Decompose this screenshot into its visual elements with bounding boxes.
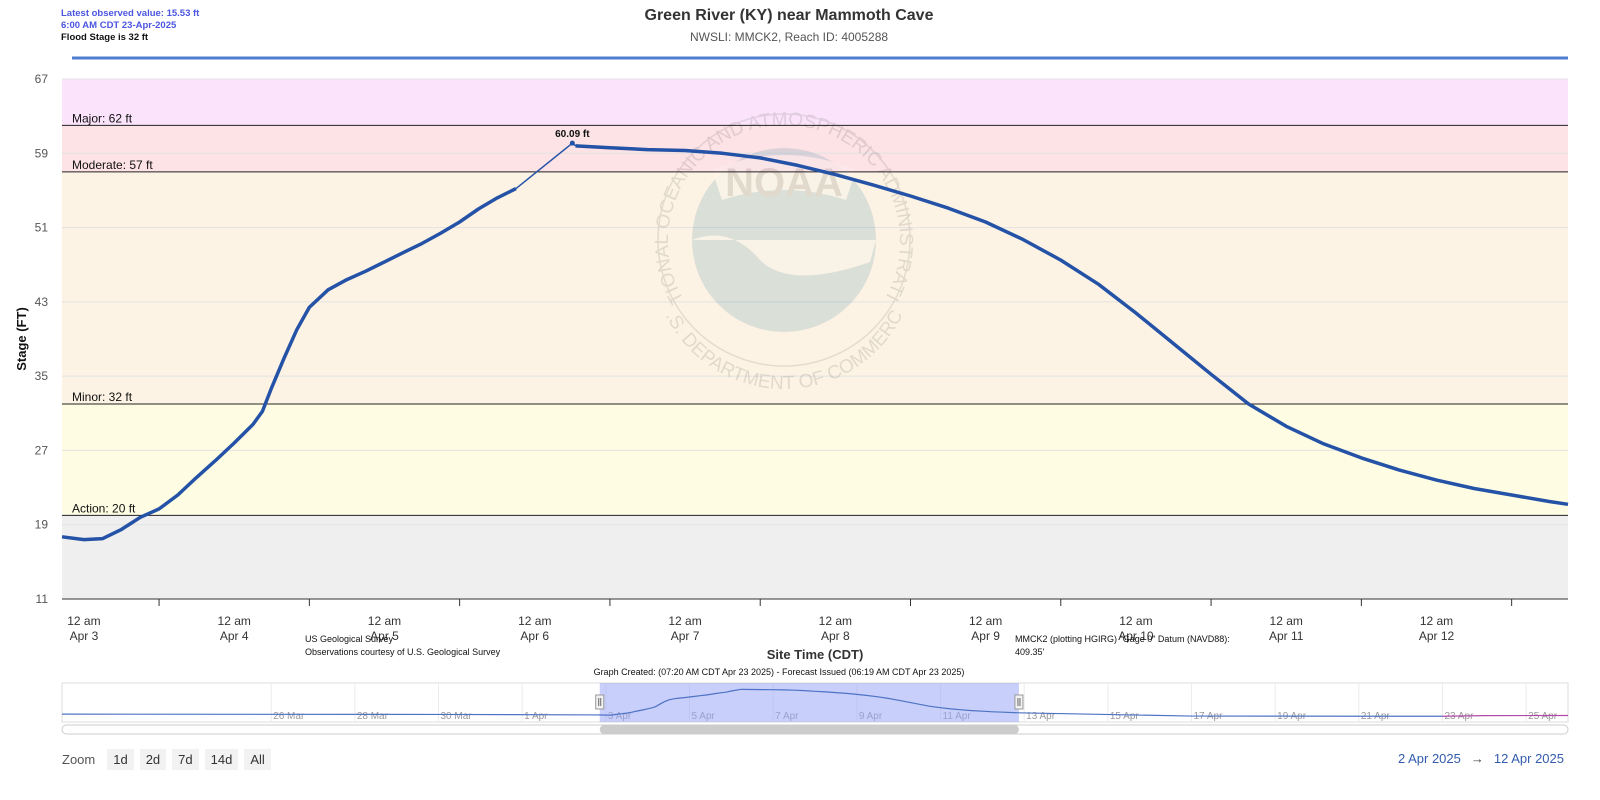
navigator-label: 30 Mar: [441, 711, 473, 722]
x-tick-label-time: 12 am: [368, 614, 401, 628]
x-axis-title: Site Time (CDT): [767, 647, 864, 662]
x-tick-label-date: Apr 7: [671, 629, 700, 643]
navigator-series-line: [61, 688, 1443, 717]
x-tick-label-time: 12 am: [218, 614, 251, 628]
flood-stage-note: Flood Stage is 32 ft: [61, 32, 149, 43]
hydrograph-chart[interactable]: NOAA NATIONAL OCEANIC AND ATMOSPHERIC AD…: [0, 0, 1600, 745]
range-from[interactable]: 2 Apr 2025: [1397, 751, 1461, 766]
x-tick-label-date: Apr 5: [370, 629, 399, 643]
navigator-label: 1 Apr: [524, 711, 548, 722]
x-tick-label-time: 12 am: [819, 614, 852, 628]
y-tick-label: 19: [35, 518, 49, 532]
threshold-label: Moderate: 57 ft: [72, 158, 153, 172]
y-tick-label: 11: [36, 592, 49, 606]
navigator-label: 25 Apr: [1528, 711, 1558, 722]
zoom-1d-button[interactable]: 1d: [107, 749, 134, 770]
flood-band: [62, 79, 1568, 126]
navigator-forecast-line: [1442, 714, 1569, 717]
latest-observed-time: 6:00 AM CDT 23-Apr-2025: [61, 20, 177, 31]
zoom-all-button[interactable]: All: [244, 749, 271, 770]
navigator-selection: [599, 683, 1019, 722]
x-tick-label-date: Apr 8: [821, 629, 850, 643]
y-tick-label: 67: [35, 72, 49, 86]
y-axis: 11 19 27 35 43 51 59 67: [35, 72, 49, 606]
observation-info: Latest observed value: 15.53 ft 6:00 AM …: [61, 8, 199, 44]
navigator-label: 28 Mar: [357, 711, 389, 722]
x-tick-label-date: Apr 10: [1118, 629, 1154, 643]
x-tick-label-date: Apr 11: [1269, 629, 1304, 643]
navigator-label: 13 Apr: [1026, 711, 1056, 722]
chart-title: Green River (KY) near Mammoth Cave: [644, 7, 934, 24]
flood-band: [62, 515, 1568, 599]
flood-bands: [62, 79, 1568, 599]
x-tick-label-date: Apr 9: [971, 629, 1000, 643]
peak-annotation: 60.09 ft: [555, 129, 590, 146]
latest-observed-value: Latest observed value: 15.53 ft: [61, 8, 200, 19]
threshold-label: Major: 62 ft: [72, 111, 133, 125]
x-tick-label-date: Apr 3: [70, 629, 99, 643]
y-tick-label: 59: [35, 146, 49, 160]
threshold-label: Action: 20 ft: [72, 501, 136, 515]
navigator-label: 15 Apr: [1110, 711, 1140, 722]
y-tick-label: 51: [35, 221, 49, 235]
navigator-scrollbar-thumb[interactable]: [599, 725, 1019, 734]
range-to[interactable]: 12 Apr 2025: [1493, 751, 1564, 766]
x-tick-label-time: 12 am: [67, 614, 100, 628]
series-line-forecast: [575, 144, 1569, 507]
flood-band: [62, 171, 1568, 404]
navigator-handle[interactable]: [1014, 694, 1024, 710]
x-tick-label-time: 12 am: [1119, 614, 1152, 628]
peak-label: 60.09 ft: [555, 129, 590, 140]
flood-threshold-lines: Major: 62 ft Moderate: 57 ft Minor: 32 ft A…: [62, 111, 1568, 516]
datum-value: 409.35': [1015, 647, 1045, 657]
x-tick-label-date: Apr 6: [520, 629, 549, 643]
x-tick-label-time: 12 am: [518, 614, 551, 628]
watermark-logo-text: NOAA: [725, 161, 843, 205]
y-tick-label: 35: [35, 369, 49, 383]
peak-marker: [569, 140, 575, 146]
date-range: 2 Apr 2025 → 12 Apr 2025: [1398, 751, 1564, 766]
x-tick-label-time: 12 am: [969, 614, 1002, 628]
navigator-label: 26 Mar: [273, 711, 305, 722]
x-tick-label-time: 12 am: [1420, 614, 1453, 628]
credit-observations: Observations courtesy of U.S. Geological…: [305, 647, 501, 657]
threshold-label: Minor: 32 ft: [72, 390, 133, 404]
zoom-14d-button[interactable]: 14d: [204, 749, 239, 770]
zoom-controls: Zoom 1d 2d 7d 14d All: [62, 749, 271, 770]
flood-band: [62, 125, 1568, 172]
x-tick-label-time: 12 am: [668, 614, 701, 628]
zoom-7d-button[interactable]: 7d: [172, 749, 199, 770]
x-tick-label-time: 12 am: [1270, 614, 1303, 628]
credit-source: US Geological Survey: [305, 634, 394, 644]
y-tick-label: 43: [35, 295, 49, 309]
series-line-observed: [61, 187, 517, 542]
x-tick-label-date: Apr 4: [220, 629, 249, 643]
range-arrow: →: [1470, 751, 1484, 766]
datum-note: MMCK2 (plotting HGIRG) "Gage 0" Datum (N…: [1015, 634, 1230, 644]
graph-created-note: Graph Created: (07:20 AM CDT Apr 23 2025…: [594, 667, 965, 677]
chart-subtitle: NWSLI: MMCK2, Reach ID: 4005288: [689, 30, 889, 44]
navigator-handle[interactable]: [595, 694, 605, 710]
zoom-2d-button[interactable]: 2d: [139, 749, 167, 770]
y-axis-title: Stage (FT): [14, 307, 29, 371]
flood-band: [62, 404, 1568, 516]
y-tick-label: 27: [35, 443, 49, 457]
zoom-label: Zoom: [62, 752, 96, 767]
x-tick-label-date: Apr 12: [1419, 629, 1455, 643]
